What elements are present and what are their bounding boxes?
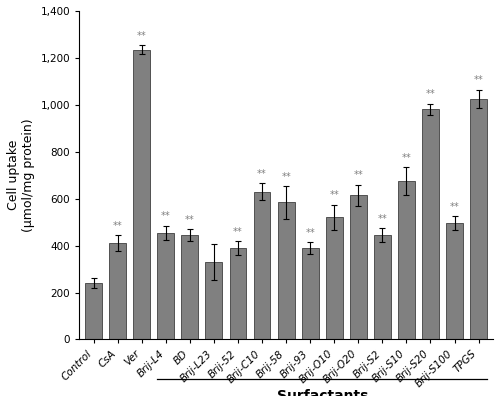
Bar xyxy=(350,195,366,339)
Text: **: ** xyxy=(474,75,484,85)
Text: **: ** xyxy=(426,89,436,99)
Text: **: ** xyxy=(113,221,122,231)
Bar xyxy=(278,202,294,339)
Bar xyxy=(326,217,342,339)
Text: **: ** xyxy=(402,153,411,163)
Text: **: ** xyxy=(330,190,339,200)
Bar xyxy=(109,243,126,339)
Bar xyxy=(446,223,463,339)
Text: **: ** xyxy=(354,170,363,180)
Bar xyxy=(374,235,391,339)
Bar xyxy=(230,248,246,339)
Bar xyxy=(422,110,439,339)
Bar xyxy=(85,283,102,339)
Text: **: ** xyxy=(257,169,267,179)
Bar xyxy=(398,181,415,339)
Text: **: ** xyxy=(306,228,315,238)
Text: **: ** xyxy=(161,211,170,221)
Bar xyxy=(206,262,222,339)
Text: **: ** xyxy=(450,202,460,212)
Text: **: ** xyxy=(137,31,146,41)
Text: **: ** xyxy=(378,214,387,224)
Bar xyxy=(182,235,198,339)
Text: **: ** xyxy=(185,215,194,225)
Bar xyxy=(134,50,150,339)
Text: Surfactants: Surfactants xyxy=(276,389,368,396)
Bar xyxy=(254,192,270,339)
Text: **: ** xyxy=(281,171,291,181)
Bar xyxy=(470,99,487,339)
Text: **: ** xyxy=(233,227,243,237)
Y-axis label: Cell uptake
(μmol/mg protein): Cell uptake (μmol/mg protein) xyxy=(7,118,35,232)
Bar xyxy=(158,233,174,339)
Bar xyxy=(302,248,318,339)
